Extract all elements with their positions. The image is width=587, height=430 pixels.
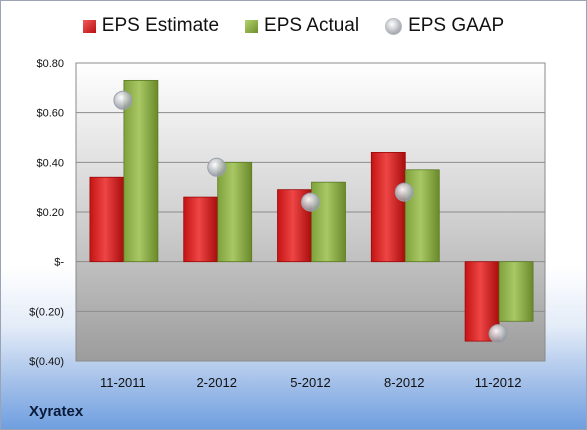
gaap-point bbox=[394, 182, 414, 202]
y-axis-ticks: $0.80 $0.60 $0.40 $0.20 $- $(0.20) $(0.40) bbox=[29, 58, 64, 368]
gaap-point bbox=[488, 324, 508, 344]
estimate-swatch-icon bbox=[82, 19, 96, 33]
actual-swatch-icon bbox=[245, 19, 259, 33]
y-tick-label: $(0.40) bbox=[29, 356, 64, 368]
actual-bar bbox=[498, 261, 534, 322]
y-tick-label: $- bbox=[54, 257, 64, 269]
legend-label-actual: EPS Actual bbox=[264, 15, 360, 36]
estimate-bar bbox=[370, 151, 406, 263]
gaap-swatch-icon bbox=[385, 17, 403, 35]
y-tick-label: $0.40 bbox=[36, 157, 64, 169]
legend-item-estimate: EPS Estimate bbox=[82, 15, 220, 37]
x-tick-label: 5-2012 bbox=[290, 375, 330, 390]
gaap-point bbox=[207, 157, 227, 177]
legend-label-estimate: EPS Estimate bbox=[101, 15, 220, 36]
x-tick-label: 11-2011 bbox=[100, 375, 146, 390]
x-axis-ticks: 11-2011 2-2012 5-2012 8-2012 11-2012 bbox=[100, 375, 521, 390]
estimate-bar bbox=[89, 176, 125, 263]
legend-item-actual: EPS Actual bbox=[245, 15, 359, 37]
legend: EPS Estimate EPS Actual EPS GAAP bbox=[1, 15, 586, 37]
gaap-point bbox=[113, 90, 133, 110]
actual-bar bbox=[217, 161, 253, 263]
estimate-bar bbox=[183, 196, 219, 263]
y-tick-label: $0.80 bbox=[36, 58, 64, 70]
x-tick-label: 2-2012 bbox=[196, 375, 236, 390]
x-tick-label: 11-2012 bbox=[475, 375, 522, 390]
y-tick-label: $0.20 bbox=[36, 207, 64, 219]
x-tick-label: 8-2012 bbox=[384, 375, 424, 390]
gaap-point bbox=[301, 192, 320, 212]
legend-item-gaap: EPS GAAP bbox=[385, 15, 504, 37]
actual-bar bbox=[311, 181, 346, 263]
actual-bar bbox=[404, 169, 440, 263]
gaap-points bbox=[113, 90, 508, 344]
actual-bar bbox=[123, 79, 159, 263]
y-tick-label: $(0.20) bbox=[29, 306, 64, 318]
y-tick-label: $0.60 bbox=[36, 108, 64, 120]
company-name: Xyratex bbox=[29, 403, 84, 420]
legend-label-gaap: EPS GAAP bbox=[408, 15, 505, 36]
